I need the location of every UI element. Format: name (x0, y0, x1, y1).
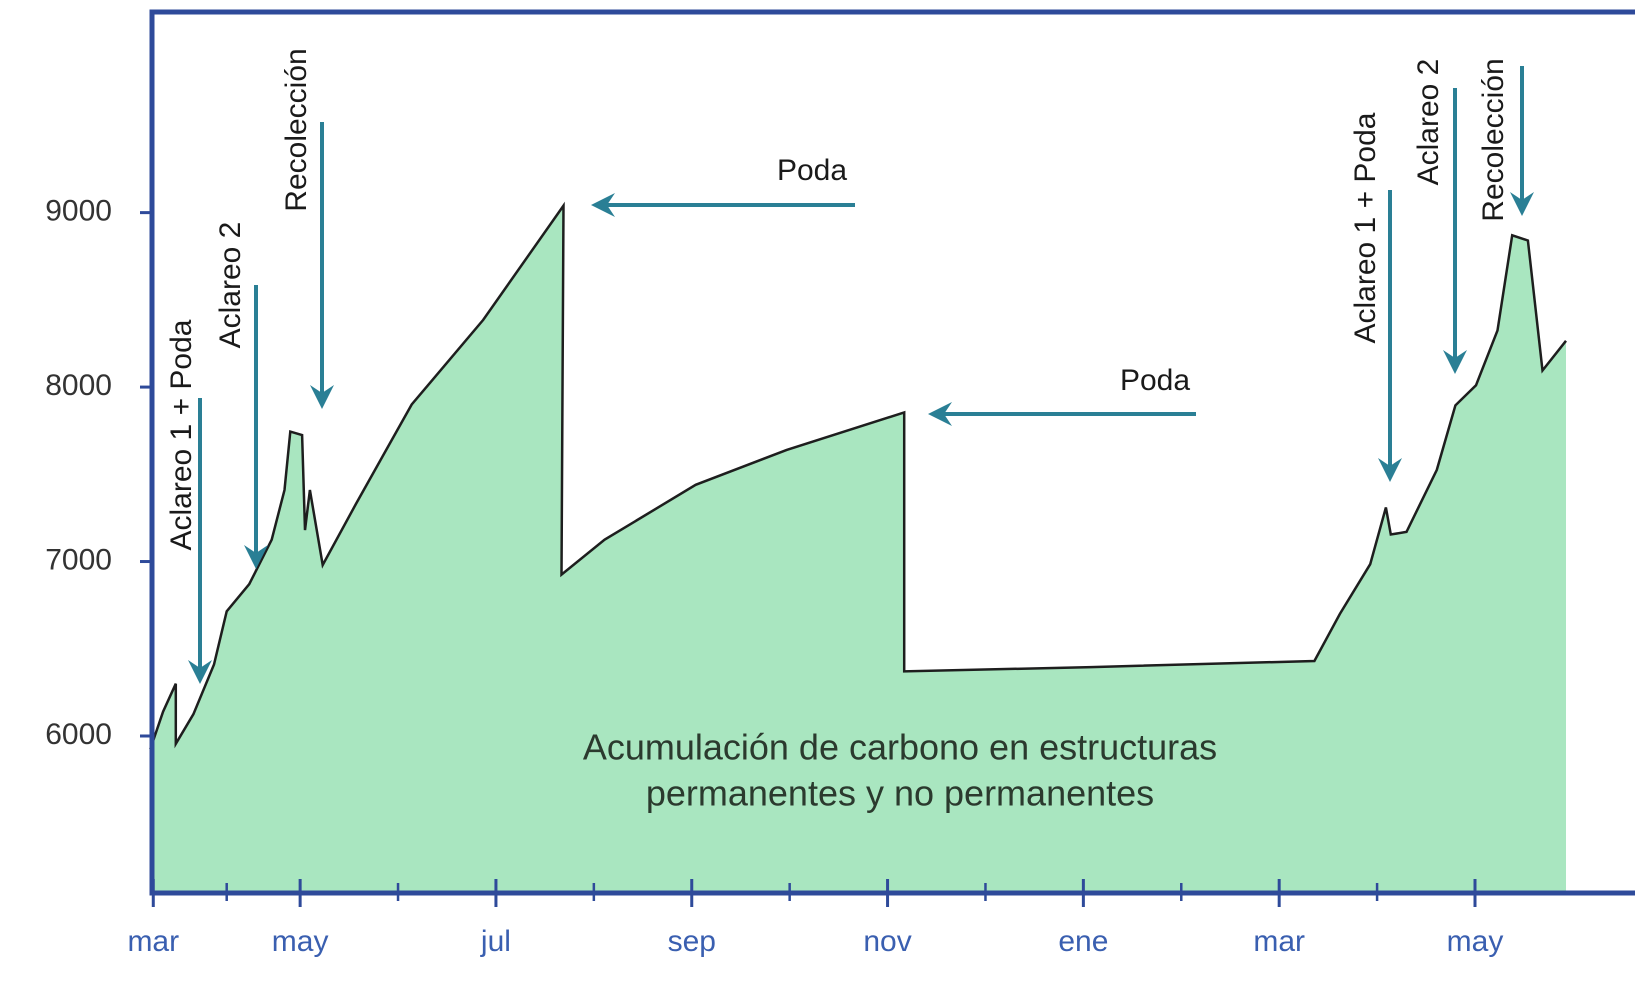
x-tick-label: may (1447, 925, 1504, 958)
x-tick-label: ene (1058, 925, 1108, 958)
annotation: Recolección (1477, 58, 1510, 221)
annotation: Aclareo 2 (214, 222, 247, 349)
annotation: Poda (1120, 364, 1190, 397)
annotation: Aclareo 1 + Poda (165, 319, 198, 550)
x-tick-label: nov (863, 925, 911, 958)
annotation: Poda (777, 154, 847, 187)
y-tick-label: 8000 (45, 369, 112, 402)
y-tick-label: 6000 (45, 718, 112, 751)
x-tick-label: may (272, 925, 329, 958)
annotation: Aclareo 2 (1412, 59, 1445, 186)
x-tick-label: mar (1253, 925, 1305, 958)
annotation: Recolección (280, 48, 313, 211)
y-tick-label: 7000 (45, 543, 112, 576)
x-tick-label: jul (480, 925, 511, 958)
line (149, 201, 1567, 750)
area (150, 205, 1566, 894)
axis-frame (149, 9, 1635, 896)
x-tick-label: sep (668, 925, 716, 958)
y-tick-label: 9000 (45, 195, 112, 228)
x-tick-label: mar (127, 925, 179, 958)
area-label: Acumulación de carbono en estructuras (583, 727, 1217, 768)
area-label: permanentes y no permanentes (646, 773, 1154, 814)
annotation: Aclareo 1 + Poda (1349, 112, 1382, 343)
